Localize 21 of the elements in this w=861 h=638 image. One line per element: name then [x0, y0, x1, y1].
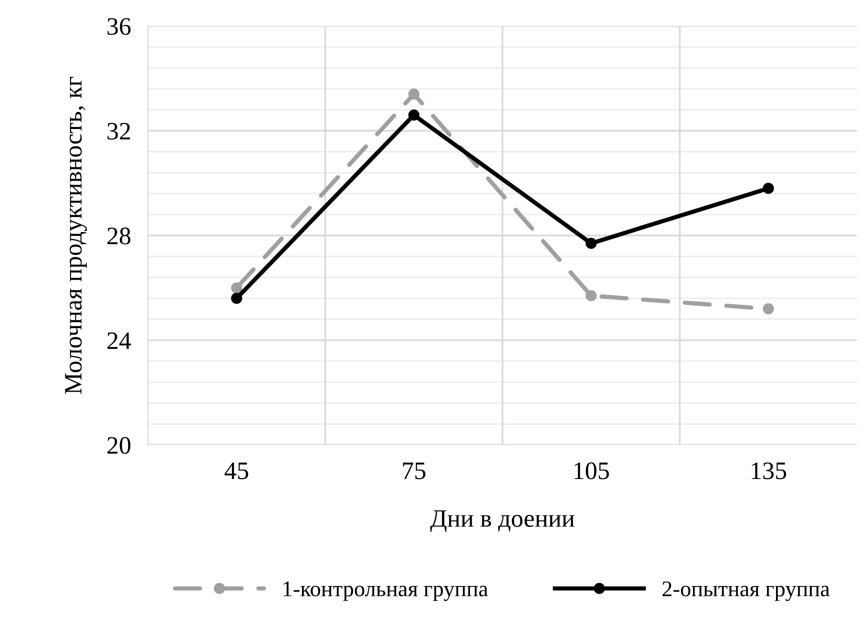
- legend-label: 2-опытная группа: [662, 581, 830, 601]
- x-axis-title: Дни в доении: [430, 510, 574, 532]
- point: [762, 182, 774, 194]
- y-tick-label: 36: [108, 18, 131, 35]
- point: [408, 88, 420, 100]
- x-tick-label: 45: [224, 462, 248, 480]
- point: [586, 290, 597, 302]
- legend-label: 1-контрольная группа: [284, 582, 488, 601]
- y-tick-label: 28: [107, 228, 130, 244]
- y-tick-label: 20: [107, 437, 130, 454]
- point: [408, 109, 420, 121]
- x-tick-label: 105: [574, 462, 609, 480]
- point: [762, 303, 774, 314]
- y-axis-title: Молочная продуктивность, кг: [65, 76, 87, 394]
- x-tick-label: 135: [752, 462, 786, 480]
- x-tick-label: 75: [403, 462, 426, 480]
- point: [586, 238, 597, 249]
- point: [231, 292, 242, 304]
- point: [231, 282, 242, 294]
- y-tick-label: 24: [107, 332, 131, 349]
- y-tick-label: 32: [108, 122, 130, 140]
